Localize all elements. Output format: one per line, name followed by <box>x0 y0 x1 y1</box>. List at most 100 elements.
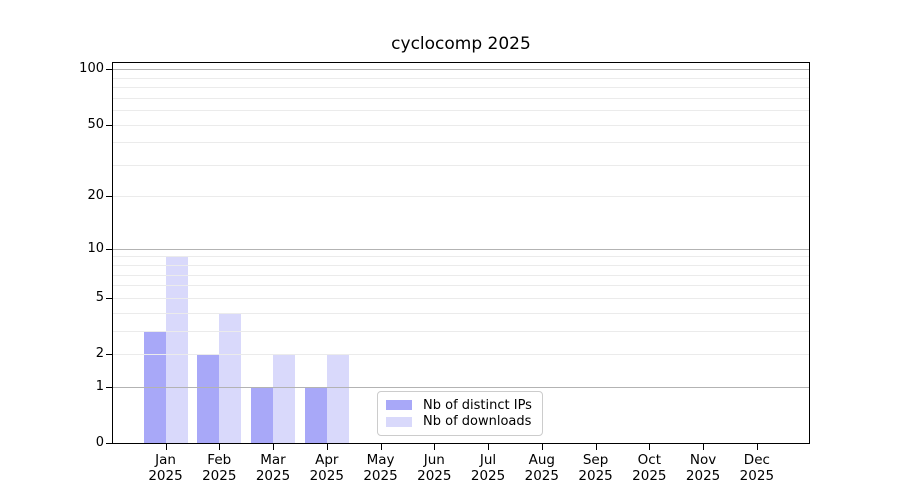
x-tick-mark <box>380 444 382 450</box>
bar-distinct-ips <box>251 386 274 443</box>
x-tick-year: 2025 <box>739 468 775 484</box>
y-tick-label: 100 <box>79 61 104 77</box>
x-tick-label: Aug 2025 <box>506 452 578 484</box>
y-tick-mark <box>106 124 112 126</box>
x-tick-year: 2025 <box>685 468 721 484</box>
legend-label-distinct-ips: Nb of distinct IPs <box>423 397 532 413</box>
minor-gridline <box>113 285 809 287</box>
x-tick-month: May <box>366 452 395 468</box>
major-gridline <box>113 248 809 250</box>
chart-title: cyclocomp 2025 <box>391 34 531 54</box>
minor-gridline <box>113 97 809 99</box>
x-tick-label: Apr 2025 <box>291 452 363 484</box>
plot-area: Nb of distinct IPs Nb of downloads <box>112 62 810 444</box>
minor-gridline <box>113 196 809 198</box>
x-tick-year: 2025 <box>524 468 559 484</box>
x-tick-month: Jul <box>479 452 497 468</box>
x-tick-label: Nov 2025 <box>667 452 739 484</box>
y-tick-mark <box>106 248 112 250</box>
minor-gridline <box>113 142 809 144</box>
x-tick-year: 2025 <box>578 468 613 484</box>
minor-gridline <box>113 330 809 332</box>
minor-gridline <box>113 354 809 355</box>
bar-distinct-ips <box>304 386 327 443</box>
major-gridline <box>113 69 809 71</box>
x-tick-year: 2025 <box>417 468 452 484</box>
x-tick-label: Sep 2025 <box>560 452 632 484</box>
y-tick-label: 2 <box>95 346 104 361</box>
x-tick-mark <box>756 444 758 450</box>
x-tick-year: 2025 <box>632 468 667 484</box>
minor-gridline <box>113 297 809 299</box>
y-tick-label: 1 <box>95 378 104 394</box>
x-tick-year: 2025 <box>363 468 398 484</box>
y-tick-label: 10 <box>87 240 104 256</box>
downloads-swatch-icon <box>386 416 412 427</box>
minor-gridline <box>113 256 809 258</box>
minor-gridline <box>113 312 809 314</box>
x-tick-label: Oct 2025 <box>613 452 685 484</box>
minor-gridline <box>113 265 809 267</box>
x-tick-year: 2025 <box>309 468 344 484</box>
bar-distinct-ips <box>197 354 220 443</box>
y-tick-mark <box>106 69 112 71</box>
x-tick-label: Mar 2025 <box>237 452 309 484</box>
x-tick-mark <box>219 444 221 450</box>
y-tick-mark <box>106 386 112 388</box>
y-tick-label: 5 <box>95 289 104 305</box>
legend-label-downloads: Nb of downloads <box>423 414 532 430</box>
legend-item-distinct-ips: Nb of distinct IPs <box>386 397 534 413</box>
minor-gridline <box>113 164 809 166</box>
x-tick-month: Jan <box>155 452 176 468</box>
minor-gridline <box>113 274 809 276</box>
distinct-ips-swatch-icon <box>386 400 412 411</box>
x-tick-month: Jun <box>423 452 445 468</box>
x-tick-month: Apr <box>315 452 339 468</box>
bar-downloads <box>219 312 242 443</box>
x-tick-year: 2025 <box>255 468 291 484</box>
major-gridline <box>113 386 809 388</box>
legend: Nb of distinct IPs Nb of downloads <box>377 391 543 436</box>
minor-gridline <box>113 110 809 112</box>
x-tick-month: Dec <box>743 452 770 468</box>
y-tick-mark <box>106 196 112 198</box>
x-tick-mark <box>165 444 167 450</box>
bar-downloads <box>326 354 349 443</box>
x-tick-mark <box>703 444 705 450</box>
x-tick-label: Feb 2025 <box>183 452 255 484</box>
minor-gridline <box>113 77 809 79</box>
x-tick-year: 2025 <box>470 468 506 484</box>
x-tick-label: Jul 2025 <box>452 452 524 484</box>
x-tick-label: Dec 2025 <box>721 452 793 484</box>
x-tick-month: Oct <box>637 452 661 468</box>
y-tick-label: 0 <box>95 435 104 450</box>
x-tick-mark <box>649 444 651 450</box>
x-tick-label: Jun 2025 <box>398 452 470 484</box>
legend-item-downloads: Nb of downloads <box>386 414 534 430</box>
y-tick-label: 50 <box>87 116 104 132</box>
x-tick-label: May 2025 <box>345 452 417 484</box>
x-tick-label: Jan 2025 <box>130 452 202 484</box>
x-tick-mark <box>434 444 436 450</box>
x-tick-mark <box>541 444 543 450</box>
y-tick-mark <box>106 297 112 299</box>
x-tick-mark <box>326 444 328 450</box>
x-tick-month: Mar <box>260 452 286 468</box>
x-tick-mark <box>273 444 275 450</box>
bar-downloads <box>273 354 296 443</box>
x-tick-year: 2025 <box>148 468 183 484</box>
y-tick-mark <box>106 354 112 355</box>
x-tick-month: Nov <box>689 452 717 468</box>
minor-gridline <box>113 124 809 126</box>
y-tick-label: 20 <box>87 188 104 204</box>
minor-gridline <box>113 87 809 89</box>
x-tick-month: Sep <box>582 452 609 468</box>
x-tick-mark <box>488 444 490 450</box>
y-tick-mark <box>106 443 112 444</box>
x-tick-mark <box>595 444 597 450</box>
bar-downloads <box>165 256 188 443</box>
x-tick-year: 2025 <box>202 468 237 484</box>
x-tick-month: Aug <box>528 452 555 468</box>
x-tick-month: Feb <box>207 452 232 468</box>
